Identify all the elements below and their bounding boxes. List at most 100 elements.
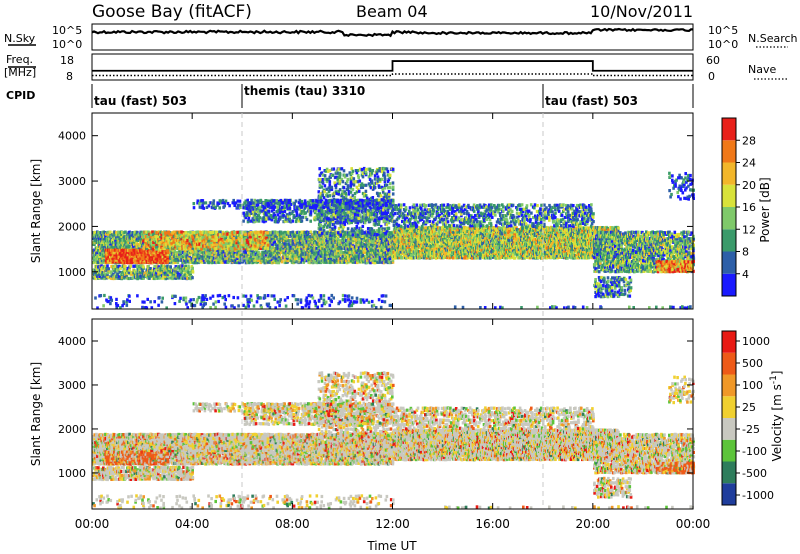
power-cell <box>304 244 308 248</box>
freq-tick-top: 18 <box>60 54 74 67</box>
power-cell <box>144 238 148 243</box>
power-cell <box>198 237 201 241</box>
power-cell <box>113 253 117 257</box>
power-cell <box>294 238 298 242</box>
power-cell <box>283 248 287 252</box>
power-cell <box>264 258 268 262</box>
power-cell <box>285 231 288 235</box>
power-cell <box>197 245 200 249</box>
power-cell <box>92 234 95 238</box>
power-cell <box>388 257 392 261</box>
nsky-label: N.Sky <box>4 32 36 45</box>
power-cell <box>131 231 135 235</box>
power-cell <box>245 234 248 238</box>
power-cell <box>352 254 356 258</box>
power-cell <box>178 247 181 251</box>
power-cell <box>110 237 113 241</box>
power-cell <box>150 261 153 265</box>
power-cell <box>217 256 221 260</box>
power-cell <box>109 233 112 237</box>
power-cell <box>120 234 123 238</box>
power-cell <box>135 240 138 244</box>
power-cell <box>367 254 371 258</box>
power-cell <box>347 237 351 241</box>
power-cell <box>148 239 152 243</box>
power-cell <box>351 244 355 248</box>
nsearch-tick-top: 10^5 <box>708 24 738 37</box>
power-cell <box>295 243 299 247</box>
power-cell <box>386 255 390 259</box>
power-cell <box>249 256 253 260</box>
power-cell <box>280 234 283 238</box>
power-cell <box>235 260 239 265</box>
power-cell <box>122 233 125 237</box>
power-cell <box>370 236 374 240</box>
power-cell <box>224 249 227 253</box>
power-cell <box>154 258 157 263</box>
power-cell <box>380 244 384 249</box>
power-cell <box>271 246 274 250</box>
power-cell <box>206 257 210 261</box>
power-cell <box>211 252 214 257</box>
power-cell <box>278 252 281 257</box>
power-cell <box>160 237 163 241</box>
power-cell <box>264 254 268 259</box>
power-cell <box>109 230 112 234</box>
power-cell <box>211 260 214 264</box>
power-cell <box>293 260 296 264</box>
power-cell <box>327 248 331 252</box>
power-cell <box>177 258 180 262</box>
power-cell <box>257 247 261 251</box>
power-cell <box>241 252 244 256</box>
power-cell <box>111 257 115 261</box>
power-cell <box>96 236 99 241</box>
power-cell <box>241 260 245 264</box>
power-cell <box>158 237 161 241</box>
power-cell <box>283 210 287 214</box>
power-cell <box>138 244 141 248</box>
power-cell <box>384 237 388 241</box>
power-cell <box>275 256 278 260</box>
power-cell <box>382 238 386 243</box>
power-cell <box>121 250 124 254</box>
power-cell <box>142 239 145 243</box>
power-cell <box>115 249 119 253</box>
power-cell <box>224 260 227 264</box>
power-cell <box>95 250 98 254</box>
power-cell <box>174 260 177 264</box>
power-cell <box>195 261 198 265</box>
power-cell <box>169 244 173 248</box>
power-cell <box>331 256 335 261</box>
power-cell <box>188 256 191 260</box>
power-cell <box>245 230 248 234</box>
power-cell <box>111 246 114 250</box>
power-cell <box>343 236 347 241</box>
power-cell <box>197 239 200 243</box>
power-cell <box>271 244 275 248</box>
power-cell <box>349 250 353 254</box>
power-cell <box>318 238 322 242</box>
power-cell <box>283 257 287 261</box>
power-cell <box>352 231 356 235</box>
power-cell <box>174 235 178 239</box>
power-cell <box>208 260 212 264</box>
power-cell <box>371 248 375 252</box>
power-cell <box>198 249 201 253</box>
power-cell <box>202 238 206 242</box>
power-cell <box>295 211 299 215</box>
power-cell <box>286 252 290 256</box>
power-cell <box>363 250 367 254</box>
power-cell <box>119 255 123 259</box>
power-cell <box>101 261 104 265</box>
power-cell <box>242 237 246 241</box>
power-cell <box>256 257 259 261</box>
power-cell <box>340 253 344 257</box>
power-cell <box>248 248 251 252</box>
power-cell <box>182 242 185 246</box>
power-cell <box>167 244 170 248</box>
power-cell <box>182 244 185 248</box>
power-cell <box>126 242 129 246</box>
power-cell <box>382 244 386 248</box>
power-cell <box>93 236 96 240</box>
